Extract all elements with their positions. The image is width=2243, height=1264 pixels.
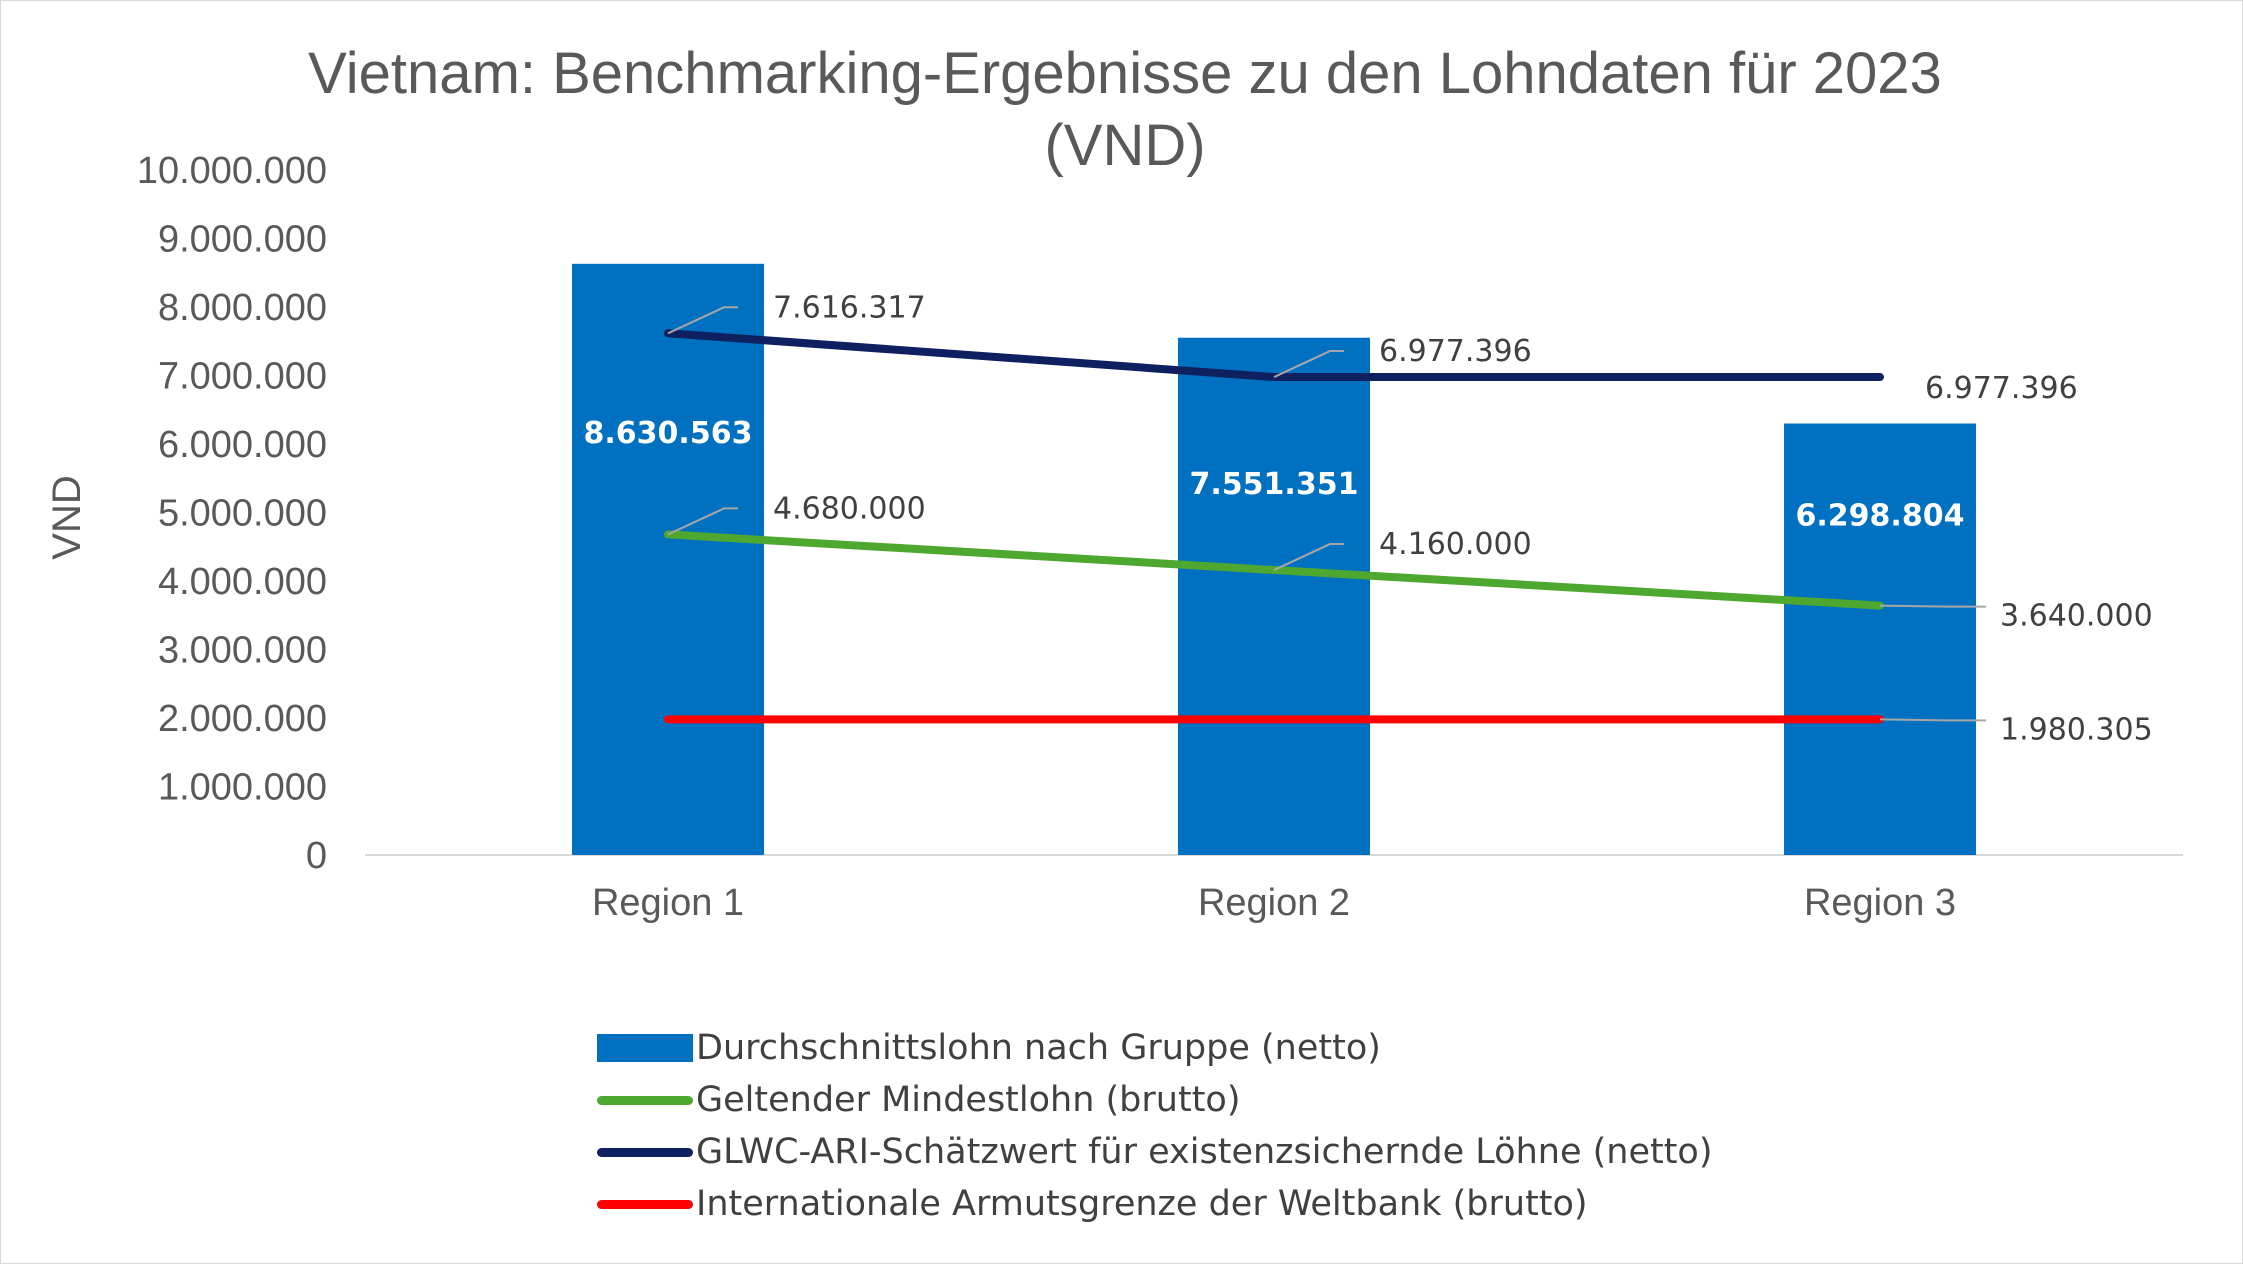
line-value-label: 6.977.396 bbox=[1379, 334, 1532, 369]
bar-value-label: 8.630.563 bbox=[584, 416, 753, 451]
legend-item-durchschnittslohn[interactable]: Durchschnittslohn nach Gruppe (netto) bbox=[596, 1022, 1713, 1074]
y-tick-label: 6.000.000 bbox=[158, 424, 327, 466]
y-axis-ticks: 0 1.000.000 2.000.000 3.000.000 4.000.000 5.0… bbox=[137, 150, 327, 877]
bar bbox=[572, 263, 764, 856]
y-tick-label: 5.000.000 bbox=[158, 493, 327, 535]
y-tick-label: 8.000.000 bbox=[158, 287, 327, 329]
leader-line bbox=[1273, 350, 1344, 378]
chart-title: Vietnam: Benchmarking-Ergebnisse zu den … bbox=[308, 41, 1942, 178]
line-value-label: 1.980.305 bbox=[2000, 712, 2153, 747]
legend-label: Durchschnittslohn nach Gruppe (netto) bbox=[696, 1028, 1381, 1068]
bar bbox=[1178, 337, 1370, 856]
data-labels: 8.630.563 7.551.351 6.298.804 4.680.000 4.16… bbox=[584, 290, 2153, 747]
y-tick-label: 3.000.000 bbox=[158, 630, 327, 672]
line-value-label: 3.640.000 bbox=[2000, 599, 2153, 634]
line-value-label: 4.680.000 bbox=[773, 491, 926, 526]
bar-value-label: 7.551.351 bbox=[1190, 467, 1359, 502]
y-tick-label: 7.000.000 bbox=[158, 356, 327, 398]
line-value-label: 7.616.317 bbox=[773, 290, 926, 325]
legend-swatch-bar bbox=[597, 1034, 693, 1062]
leader-line bbox=[667, 507, 738, 536]
legend-swatch-line bbox=[597, 1199, 693, 1209]
x-tick-label: Region 1 bbox=[592, 882, 744, 924]
leader-line bbox=[1879, 604, 1986, 608]
legend-item-mindestlohn[interactable]: Geltender Mindestlohn (brutto) bbox=[596, 1074, 1713, 1126]
label-leader-lines bbox=[667, 306, 1986, 722]
legend-label: Internationale Armutsgrenze der Weltbank… bbox=[696, 1184, 1588, 1224]
legend-swatch-line bbox=[597, 1147, 693, 1157]
line-value-label: 4.160.000 bbox=[1379, 527, 1532, 562]
legend-swatch-line bbox=[597, 1095, 693, 1105]
y-tick-label: 9.000.000 bbox=[158, 219, 327, 261]
y-tick-label: 1.000.000 bbox=[158, 767, 327, 809]
legend-label: GLWC-ARI-Schätzwert für existenzsichernd… bbox=[696, 1132, 1713, 1172]
line-value-label: 6.977.396 bbox=[1925, 371, 2078, 406]
y-tick-label: 0 bbox=[306, 835, 327, 877]
bar-value-label: 6.298.804 bbox=[1796, 498, 1965, 533]
legend-item-glwc[interactable]: GLWC-ARI-Schätzwert für existenzsichernd… bbox=[596, 1126, 1713, 1178]
x-tick-label: Region 3 bbox=[1804, 882, 1956, 924]
leader-line bbox=[667, 306, 738, 335]
bar-series bbox=[572, 263, 1976, 856]
y-tick-label: 10.000.000 bbox=[137, 150, 327, 192]
legend: Durchschnittslohn nach Gruppe (netto) Ge… bbox=[596, 1022, 1713, 1230]
y-tick-label: 2.000.000 bbox=[158, 698, 327, 740]
y-axis-label: VND bbox=[45, 475, 89, 559]
leader-line bbox=[1273, 543, 1344, 571]
y-tick-label: 4.000.000 bbox=[158, 561, 327, 603]
chart-plot: 0 1.000.000 2.000.000 3.000.000 4.000.000 5.0… bbox=[45, 150, 2183, 924]
legend-item-armutsgrenze[interactable]: Internationale Armutsgrenze der Weltbank… bbox=[596, 1178, 1713, 1230]
legend-label: Geltender Mindestlohn (brutto) bbox=[696, 1080, 1241, 1120]
leader-line bbox=[1879, 718, 1986, 722]
bar bbox=[1784, 423, 1976, 855]
x-tick-label: Region 2 bbox=[1198, 882, 1350, 924]
x-axis-ticks: Region 1 Region 2 Region 3 bbox=[592, 882, 1956, 924]
